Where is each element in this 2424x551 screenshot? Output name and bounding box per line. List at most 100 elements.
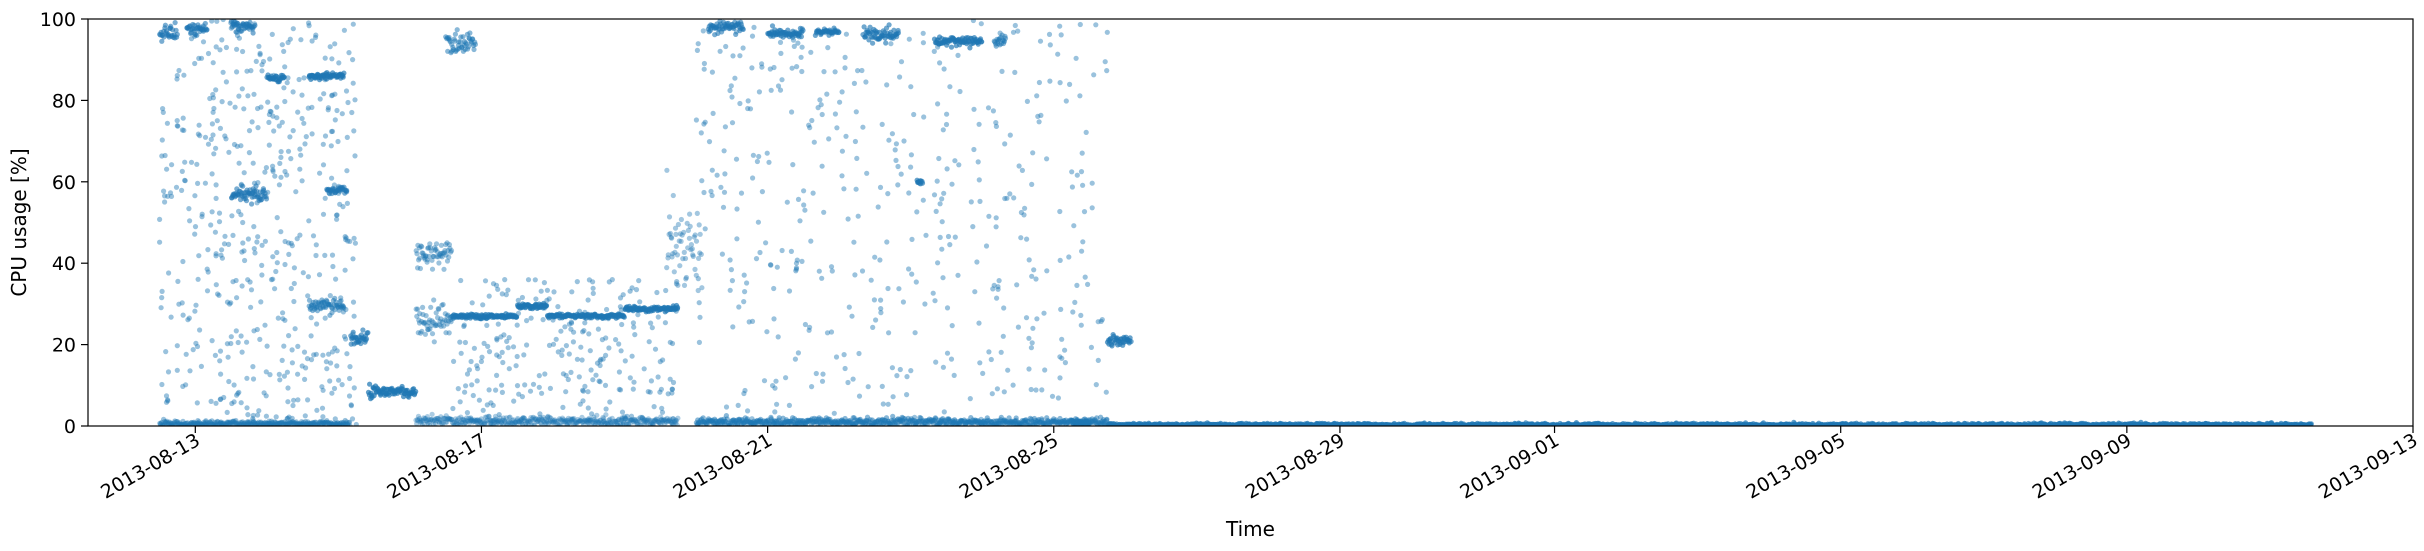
data-point xyxy=(263,369,269,375)
data-point xyxy=(700,28,706,34)
data-point xyxy=(267,108,273,114)
data-point xyxy=(672,249,678,255)
data-point xyxy=(730,53,736,59)
data-point xyxy=(995,284,1001,290)
data-point xyxy=(347,364,353,370)
data-point xyxy=(321,420,327,426)
data-point xyxy=(1077,21,1083,28)
data-point xyxy=(228,300,234,306)
data-point xyxy=(766,159,772,165)
data-point xyxy=(344,187,350,194)
data-point xyxy=(893,141,900,147)
data-point xyxy=(495,286,501,292)
data-point xyxy=(763,240,769,246)
data-point xyxy=(570,339,577,345)
data-point xyxy=(909,271,915,277)
data-point xyxy=(506,335,512,341)
data-point xyxy=(872,254,878,260)
data-point xyxy=(772,385,778,391)
data-point xyxy=(256,43,262,50)
data-point xyxy=(288,240,294,246)
data-point xyxy=(327,378,333,384)
data-point xyxy=(297,232,303,238)
data-point xyxy=(415,242,421,248)
data-point xyxy=(806,327,812,333)
data-point xyxy=(163,349,169,355)
data-point xyxy=(568,319,575,325)
data-point xyxy=(181,127,187,133)
data-point xyxy=(274,260,280,266)
data-point xyxy=(241,106,247,112)
data-point xyxy=(163,393,170,399)
data-point xyxy=(292,326,298,332)
data-point xyxy=(811,139,817,145)
data-point xyxy=(324,366,330,372)
data-point xyxy=(698,251,704,257)
data-point xyxy=(218,371,224,377)
data-point xyxy=(212,229,218,235)
data-point xyxy=(826,136,832,142)
data-point xyxy=(210,60,216,66)
data-point xyxy=(900,299,907,305)
data-point xyxy=(1033,387,1039,393)
data-point xyxy=(287,134,293,140)
data-point xyxy=(1036,79,1042,86)
data-point xyxy=(213,282,219,288)
data-point xyxy=(909,236,915,242)
data-point xyxy=(236,93,242,99)
data-point xyxy=(940,275,946,281)
data-point xyxy=(727,87,733,94)
data-point xyxy=(729,278,736,284)
data-point xyxy=(832,111,839,117)
data-point xyxy=(732,75,738,81)
data-point xyxy=(779,247,785,254)
data-point xyxy=(278,229,284,235)
data-point xyxy=(192,231,198,237)
data-point xyxy=(820,371,826,377)
data-point xyxy=(970,224,976,230)
data-point xyxy=(270,113,276,119)
data-point xyxy=(217,358,223,364)
data-point xyxy=(580,398,586,404)
data-point xyxy=(233,328,239,334)
data-point xyxy=(274,249,280,256)
data-point xyxy=(693,272,699,278)
data-point xyxy=(444,240,450,246)
data-point xyxy=(250,412,256,419)
data-point xyxy=(665,255,671,261)
data-point xyxy=(228,334,234,340)
data-point xyxy=(263,165,269,171)
data-point xyxy=(580,388,587,394)
data-point xyxy=(334,212,340,218)
data-point xyxy=(788,248,795,254)
data-point xyxy=(865,384,871,390)
data-point xyxy=(358,340,364,347)
data-point xyxy=(197,133,203,139)
data-point xyxy=(320,414,326,420)
data-point xyxy=(494,352,500,358)
data-point xyxy=(159,381,165,388)
data-point xyxy=(431,253,437,260)
data-point xyxy=(413,388,419,395)
data-point xyxy=(495,321,501,327)
data-point xyxy=(1044,156,1050,162)
data-point xyxy=(276,371,282,377)
data-point xyxy=(308,333,314,339)
data-point xyxy=(434,254,440,260)
data-point xyxy=(259,68,265,74)
data-point xyxy=(196,122,202,128)
data-point xyxy=(195,131,201,137)
data-point xyxy=(436,260,442,266)
data-point xyxy=(432,323,438,329)
data-point xyxy=(841,186,847,192)
data-point xyxy=(697,314,703,320)
data-point xyxy=(164,166,170,172)
data-point xyxy=(852,138,859,145)
data-point xyxy=(670,421,676,426)
data-point xyxy=(436,322,443,328)
data-point xyxy=(633,287,640,293)
data-point xyxy=(246,128,253,134)
data-point xyxy=(319,405,326,411)
data-point xyxy=(597,379,603,385)
data-point xyxy=(1089,205,1095,211)
